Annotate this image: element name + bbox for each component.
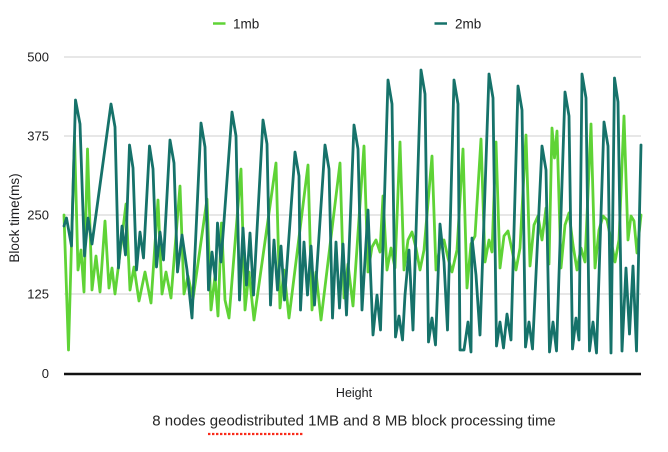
svg-text:375: 375 — [27, 129, 49, 144]
svg-text:2mb: 2mb — [455, 17, 481, 32]
svg-text:125: 125 — [27, 287, 49, 302]
svg-text:Block time(ms): Block time(ms) — [7, 173, 22, 262]
svg-text:Height: Height — [336, 386, 373, 400]
svg-text:500: 500 — [27, 50, 49, 65]
svg-text:250: 250 — [27, 208, 49, 223]
svg-text:0: 0 — [42, 366, 49, 381]
svg-text:8 nodes geodistributed 1MB and: 8 nodes geodistributed 1MB and 8 MB bloc… — [152, 413, 556, 430]
svg-text:1mb: 1mb — [233, 17, 259, 32]
